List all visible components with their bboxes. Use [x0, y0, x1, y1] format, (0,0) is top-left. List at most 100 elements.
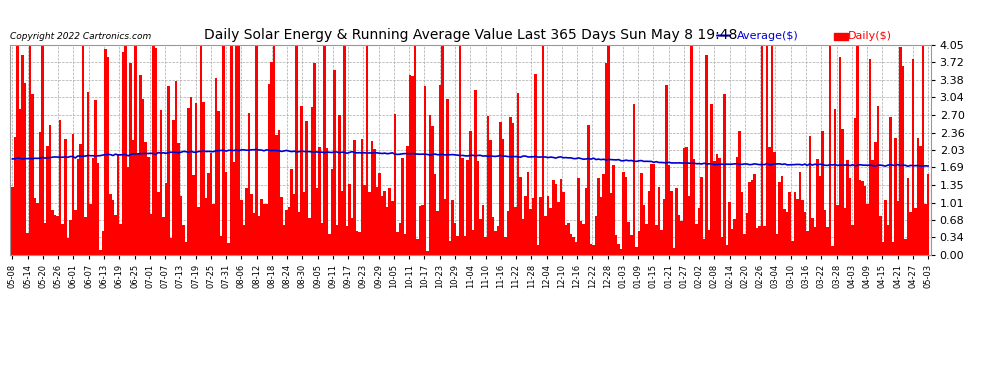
- Bar: [655, 225, 657, 255]
- Bar: [670, 190, 673, 255]
- Bar: [618, 244, 620, 255]
- Bar: [334, 69, 336, 255]
- Bar: [137, 153, 140, 255]
- Bar: [275, 135, 278, 255]
- Bar: [562, 192, 564, 255]
- Bar: [474, 90, 476, 255]
- Bar: [559, 178, 562, 255]
- Bar: [228, 243, 230, 255]
- Bar: [225, 172, 228, 255]
- Bar: [662, 200, 665, 255]
- Bar: [47, 146, 49, 255]
- Bar: [874, 141, 876, 255]
- Bar: [177, 143, 180, 255]
- Bar: [487, 116, 489, 255]
- Bar: [152, 45, 154, 255]
- Bar: [760, 45, 763, 255]
- Bar: [615, 235, 618, 255]
- Bar: [411, 76, 414, 255]
- Bar: [479, 219, 481, 255]
- Bar: [180, 196, 182, 255]
- Bar: [164, 183, 167, 255]
- Bar: [16, 45, 19, 255]
- Bar: [650, 164, 652, 255]
- Bar: [771, 45, 773, 255]
- Bar: [87, 92, 89, 255]
- Bar: [34, 198, 37, 255]
- Bar: [49, 125, 51, 255]
- Bar: [884, 201, 887, 255]
- Bar: [250, 194, 252, 255]
- Bar: [706, 55, 708, 255]
- Bar: [53, 215, 56, 255]
- Bar: [404, 234, 406, 255]
- Bar: [549, 208, 552, 255]
- Bar: [572, 237, 574, 255]
- Bar: [763, 226, 766, 255]
- Bar: [64, 140, 66, 255]
- Bar: [220, 236, 223, 255]
- Bar: [300, 106, 303, 255]
- Bar: [778, 182, 781, 255]
- Bar: [167, 86, 169, 255]
- Text: Daily($): Daily($): [847, 31, 892, 41]
- Bar: [726, 245, 728, 255]
- Bar: [869, 59, 871, 255]
- Bar: [809, 136, 811, 255]
- Bar: [853, 118, 856, 255]
- Bar: [569, 234, 572, 255]
- Bar: [843, 209, 846, 255]
- Bar: [827, 227, 829, 255]
- Bar: [912, 59, 914, 255]
- Bar: [748, 182, 750, 255]
- Bar: [331, 170, 334, 255]
- Bar: [673, 248, 675, 255]
- Bar: [360, 139, 363, 255]
- Bar: [597, 178, 600, 255]
- Bar: [169, 238, 172, 255]
- Bar: [660, 230, 662, 255]
- Bar: [489, 141, 492, 255]
- Bar: [587, 124, 590, 255]
- Bar: [758, 226, 760, 255]
- Bar: [716, 154, 718, 255]
- Bar: [270, 62, 273, 255]
- Bar: [595, 216, 597, 255]
- Bar: [293, 194, 295, 255]
- Bar: [396, 232, 399, 255]
- Bar: [713, 161, 716, 255]
- Bar: [92, 158, 94, 255]
- Bar: [391, 201, 393, 255]
- Bar: [439, 85, 442, 255]
- Bar: [554, 184, 557, 255]
- Bar: [145, 142, 147, 255]
- Bar: [469, 131, 471, 255]
- Bar: [114, 215, 117, 255]
- Bar: [861, 181, 864, 255]
- Bar: [112, 200, 114, 255]
- Bar: [839, 57, 842, 255]
- Bar: [819, 176, 821, 255]
- Bar: [456, 236, 459, 255]
- Bar: [280, 197, 283, 255]
- Bar: [806, 231, 809, 255]
- Bar: [446, 99, 448, 255]
- Bar: [202, 102, 205, 255]
- Bar: [81, 45, 84, 255]
- Bar: [897, 201, 899, 255]
- Bar: [94, 100, 97, 255]
- Bar: [328, 234, 331, 255]
- Bar: [497, 225, 499, 255]
- Bar: [56, 216, 59, 255]
- Bar: [434, 174, 437, 255]
- Bar: [339, 115, 341, 255]
- Bar: [476, 161, 479, 255]
- Bar: [690, 45, 693, 255]
- Bar: [678, 215, 680, 255]
- Bar: [223, 45, 225, 255]
- Bar: [605, 63, 607, 255]
- Bar: [215, 78, 218, 255]
- Bar: [577, 178, 580, 255]
- Bar: [667, 165, 670, 255]
- Bar: [353, 140, 355, 255]
